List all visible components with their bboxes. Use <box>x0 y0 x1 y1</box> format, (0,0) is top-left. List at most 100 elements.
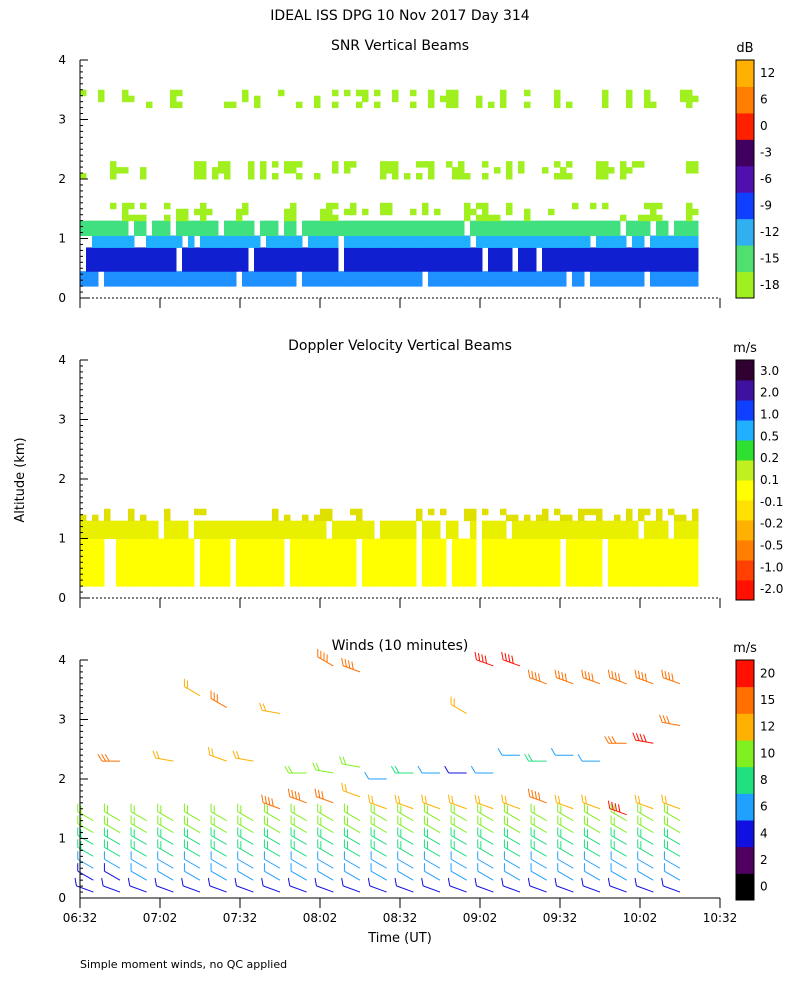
heatmap-cell <box>524 259 531 266</box>
barb-staff <box>636 885 654 893</box>
barb-flag <box>607 669 611 678</box>
barb-staff <box>342 885 361 893</box>
heatmap-cell <box>470 532 477 539</box>
heatmap-cell <box>542 550 549 557</box>
heatmap-cell <box>494 538 501 545</box>
heatmap-cell <box>308 253 315 260</box>
heatmap-cell <box>296 520 303 528</box>
heatmap-cell <box>314 574 321 581</box>
heatmap-cell <box>290 241 297 248</box>
heatmap-cell <box>296 253 303 260</box>
barb-staff <box>450 811 467 822</box>
heatmap-cell <box>302 220 309 229</box>
heatmap-cell <box>296 161 303 168</box>
heatmap-cell <box>104 520 111 528</box>
heatmap-cell <box>368 235 375 242</box>
heatmap-cell <box>230 265 237 272</box>
wind-barb <box>290 815 307 833</box>
heatmap-cell <box>446 228 453 237</box>
heatmap-cell <box>428 161 435 168</box>
barb-flag <box>607 800 611 809</box>
heatmap-cell <box>164 228 171 237</box>
heatmap-cell <box>416 241 423 248</box>
heatmap-cell <box>278 562 285 569</box>
heatmap-cell <box>224 241 231 248</box>
heatmap-cell <box>692 514 699 522</box>
heatmap-cell <box>656 508 663 516</box>
heatmap-cell <box>200 220 207 229</box>
wind-barb <box>477 827 494 845</box>
heatmap-cell <box>194 265 201 272</box>
heatmap-cell <box>686 568 693 575</box>
heatmap-cell <box>632 574 639 581</box>
barb-flag <box>497 748 503 756</box>
heatmap-cell <box>518 550 525 557</box>
heatmap-cell <box>470 556 477 563</box>
heatmap-cell <box>632 161 639 168</box>
heatmap-cell <box>188 235 195 242</box>
heatmap-cell <box>248 532 255 539</box>
heatmap-cell <box>638 241 645 248</box>
heatmap-cell <box>320 520 327 528</box>
heatmap-cell <box>332 574 339 581</box>
heatmap-cell <box>212 278 219 287</box>
heatmap-cell <box>494 259 501 266</box>
heatmap-cell <box>386 568 393 575</box>
heatmap-cell <box>284 278 291 287</box>
wind-barb <box>450 696 467 714</box>
heatmap-cell <box>494 235 501 242</box>
heatmap-cell <box>392 228 399 237</box>
heatmap-cell <box>632 532 639 539</box>
heatmap-cell <box>278 568 285 575</box>
wind-barb <box>607 877 627 893</box>
heatmap-cell <box>254 538 261 545</box>
heatmap-cell <box>380 167 387 174</box>
heatmap-cell <box>230 259 237 266</box>
heatmap-cell <box>332 253 339 260</box>
heatmap-cell <box>644 228 651 237</box>
wind-barb <box>527 788 547 804</box>
barb-staff <box>104 858 121 869</box>
heatmap-cell <box>212 526 219 534</box>
heatmap-cell <box>200 568 207 575</box>
wind-barb <box>314 788 334 804</box>
heatmap-cell <box>572 220 579 229</box>
barb-staff <box>662 677 681 685</box>
heatmap-cell <box>482 508 489 516</box>
heatmap-cell <box>488 580 495 587</box>
heatmap-cell <box>494 526 501 534</box>
heatmap-cell <box>686 253 693 260</box>
wind-barb <box>503 827 521 845</box>
barb-staff <box>155 757 174 762</box>
barb-staff <box>504 846 521 857</box>
heatmap-cell <box>500 556 507 563</box>
heatmap-cell <box>158 220 165 229</box>
heatmap-cell <box>482 228 489 237</box>
heatmap-cell <box>146 247 153 254</box>
heatmap-cell <box>314 101 321 109</box>
heatmap-cell <box>326 278 333 287</box>
heatmap-cell <box>128 278 135 287</box>
heatmap-cell <box>488 538 495 545</box>
barb-flag <box>314 788 317 797</box>
heatmap-cell <box>386 247 393 254</box>
heatmap-cell <box>488 562 495 569</box>
colorbar-tick-label: -18 <box>760 278 780 292</box>
barb-flag <box>577 753 583 762</box>
heatmap-cell <box>566 253 573 260</box>
barb-flag <box>298 792 301 801</box>
heatmap-cell <box>272 220 279 229</box>
heatmap-cell <box>140 173 147 180</box>
barb-staff <box>370 811 387 822</box>
heatmap-cell <box>326 235 333 242</box>
heatmap-cell <box>152 556 159 563</box>
heatmap-cell <box>524 568 531 575</box>
colorbar-segment <box>736 139 754 167</box>
heatmap-cell <box>164 532 171 539</box>
heatmap-cell <box>308 574 315 581</box>
heatmap-cell <box>86 253 93 260</box>
heatmap-cell <box>644 568 651 575</box>
heatmap-cell <box>266 271 273 280</box>
heatmap-cell <box>86 562 93 569</box>
heatmap-cell <box>374 241 381 248</box>
